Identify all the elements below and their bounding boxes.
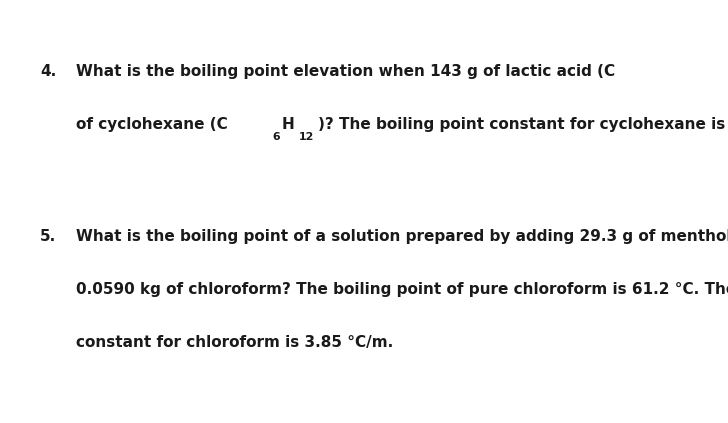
- Text: 5.: 5.: [40, 229, 56, 244]
- Text: )? The boiling point constant for cyclohexane is 2.79 °C/m.: )? The boiling point constant for cycloh…: [318, 117, 728, 132]
- Text: of cyclohexane (C: of cyclohexane (C: [76, 117, 228, 132]
- Text: H: H: [282, 117, 295, 132]
- Text: What is the boiling point of a solution prepared by adding 29.3 g of menthol (C: What is the boiling point of a solution …: [76, 229, 728, 244]
- Text: 0.0590 kg of chloroform? The boiling point of pure chloroform is 61.2 °C. The bo: 0.0590 kg of chloroform? The boiling poi…: [76, 282, 728, 297]
- Text: 4.: 4.: [40, 64, 56, 79]
- Text: 12: 12: [298, 132, 314, 142]
- Text: constant for chloroform is 3.85 °C/m.: constant for chloroform is 3.85 °C/m.: [76, 335, 394, 350]
- Text: What is the boiling point elevation when 143 g of lactic acid (C: What is the boiling point elevation when…: [76, 64, 616, 79]
- Text: 6: 6: [272, 132, 280, 142]
